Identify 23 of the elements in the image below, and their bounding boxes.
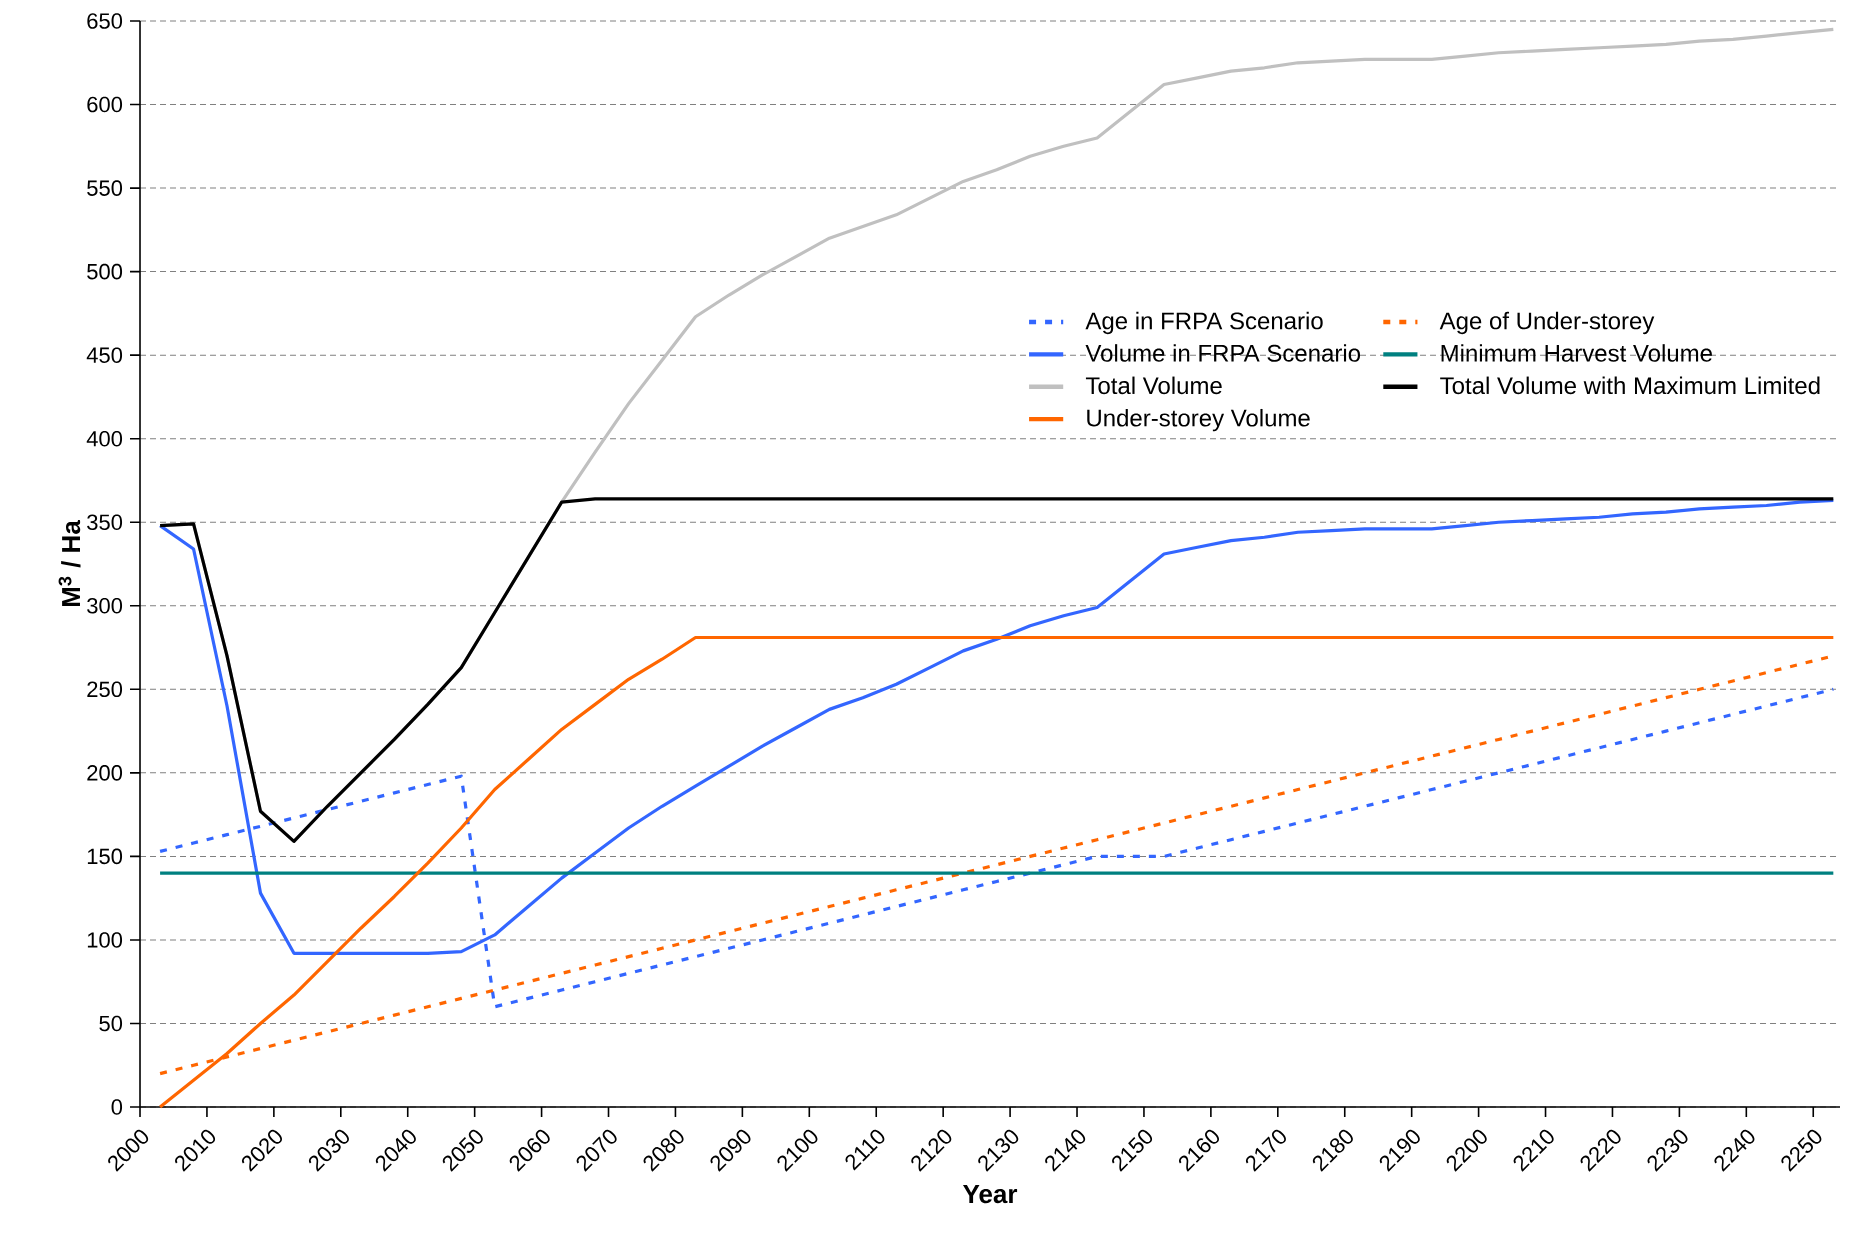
legend-label: Minimum Harvest Volume	[1441, 344, 1712, 362]
y-tick-label: 50	[99, 1015, 123, 1032]
y-tick-label: 400	[86, 430, 123, 447]
legend-label: Age of Under-storey	[1439, 311, 1655, 335]
y-tick-label: 150	[87, 848, 123, 865]
y-tick-label: 550	[87, 180, 123, 196]
legend-label: Under-storey Volume	[1087, 408, 1310, 432]
y-tick-label: 600	[87, 96, 123, 113]
legend-label: Volume in FRPA Scenario	[1085, 344, 1361, 362]
y-tick-label: 500	[87, 263, 123, 280]
y-tick-label: 450	[86, 347, 123, 363]
y-tick-label: 200	[87, 765, 123, 781]
y-tick-label: 350	[87, 514, 123, 531]
y-tick-label: 100	[87, 932, 123, 948]
legend-label: Total Volume with Maximum Limited	[1440, 376, 1820, 395]
y-tick-label: 650	[87, 13, 123, 29]
y-axis-title: M$^{3}$ / Ha	[58, 520, 81, 607]
legend-label: Total Volume	[1085, 376, 1222, 395]
x-axis-title: Year	[962, 1185, 1018, 1204]
y-tick-label: 250	[87, 681, 123, 698]
y-tick-label: 300	[87, 598, 123, 614]
legend-label: Age in FRPA Scenario	[1085, 311, 1323, 335]
y-tick-label: 0	[111, 1099, 123, 1115]
